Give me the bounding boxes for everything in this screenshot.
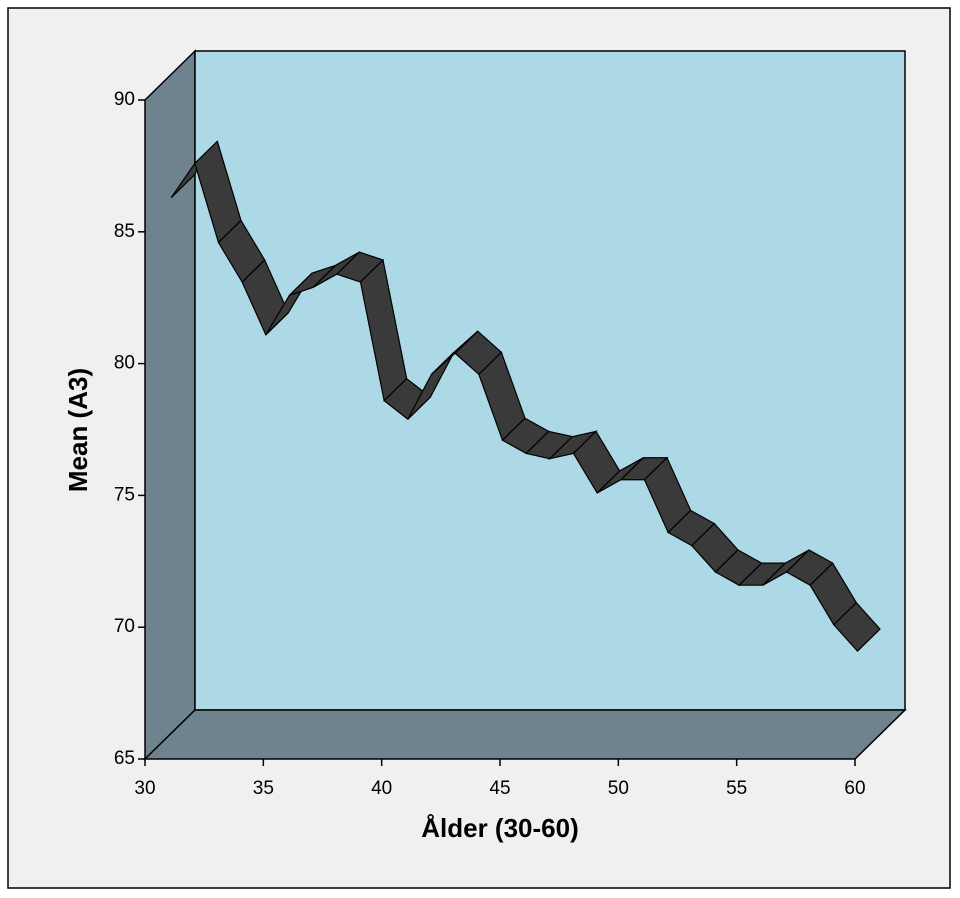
- y-tick-label: 65: [114, 748, 135, 769]
- x-tick-label: 30: [134, 778, 155, 799]
- y-tick-label: 70: [114, 616, 135, 637]
- x-axis-title: Ålder (30-60): [421, 813, 579, 843]
- y-tick-label: 75: [114, 484, 135, 505]
- floor: [143, 709, 907, 760]
- plot-area: 65 70 75 80 85 90 30 35 40 45 50 55 60: [114, 49, 907, 799]
- back-wall: [194, 50, 906, 711]
- y-tick-label: 90: [114, 89, 135, 110]
- x-tick-label: 60: [844, 778, 865, 799]
- y-tick-label: 85: [114, 221, 135, 242]
- ribbon-segment: [833, 601, 881, 652]
- x-tick-label: 40: [371, 778, 392, 799]
- x-tick-label: 55: [726, 778, 747, 799]
- y-axis-title: Mean (A3): [63, 368, 93, 492]
- left-wall: [144, 49, 196, 761]
- x-tick-label: 45: [489, 778, 510, 799]
- x-tick-label: 50: [608, 778, 629, 799]
- y-tick-label: 80: [114, 353, 135, 374]
- x-tick-label: 35: [253, 778, 274, 799]
